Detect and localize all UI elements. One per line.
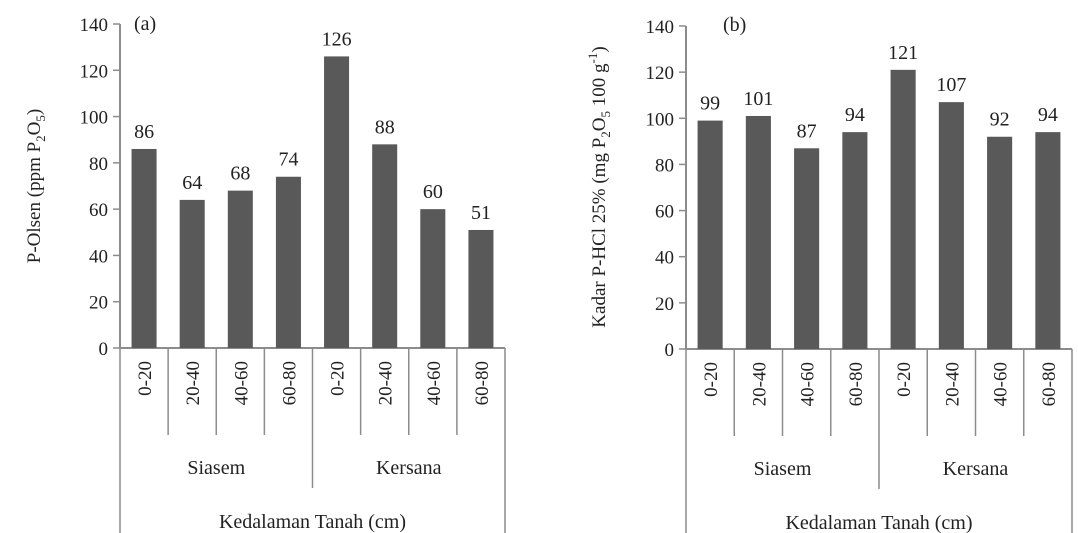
data-label: 92: [990, 109, 1010, 131]
panel-a: 0 20 40 60 80 100 120 140 86 0-20 64 20-40 68 40-60 74…: [24, 13, 506, 533]
panel-label: (a): [134, 13, 156, 35]
data-label: 51: [471, 202, 491, 224]
data-label: 94: [845, 104, 865, 126]
data-label: 101: [743, 88, 773, 110]
y-tick-label: 120: [646, 63, 675, 84]
panel-label: (b): [723, 14, 746, 36]
data-label: 60: [423, 181, 443, 203]
data-label: 86: [134, 121, 154, 143]
category-label: 60-80: [472, 361, 493, 405]
category-label: 60-80: [846, 362, 867, 406]
category-label: 20-40: [183, 361, 204, 405]
y-tick-label: 80: [655, 155, 674, 176]
bar: [275, 176, 301, 348]
bar: [468, 229, 494, 348]
data-label: 94: [1038, 104, 1058, 126]
category-label: 40-60: [424, 361, 445, 405]
group-label: Siasem: [754, 458, 812, 480]
x-axis-title: Kedalaman Tanah (cm): [219, 511, 406, 533]
group-label: Kersana: [943, 458, 1009, 480]
bar: [697, 120, 723, 349]
bar: [131, 148, 157, 348]
bar: [842, 132, 868, 349]
category-label: 0-20: [328, 361, 349, 396]
x-axis-title: Kedalaman Tanah (cm): [785, 512, 972, 533]
bar: [987, 136, 1013, 349]
data-label: 74: [278, 149, 298, 171]
group-label: Kersana: [376, 457, 442, 479]
bar: [179, 199, 205, 348]
y-tick-label: 0: [99, 339, 109, 360]
bar: [745, 115, 771, 349]
y-tick-label: 60: [89, 200, 108, 221]
y-axis-title: Kadar P-HCl 25% (mg P2O5 100 g-1): [585, 46, 613, 327]
data-label: 87: [797, 120, 817, 142]
panel-b: 0 20 40 60 80 100 120 140 99 0-20 101 20-40 87 40-60 9…: [585, 14, 1073, 533]
data-label: 107: [936, 74, 966, 96]
category-label: 0-20: [135, 361, 156, 396]
category-label: 40-60: [991, 362, 1012, 406]
bar: [324, 56, 350, 349]
bar: [420, 209, 446, 348]
data-label: 121: [888, 42, 918, 64]
category-label: 40-60: [231, 361, 252, 405]
y-tick-label: 100: [646, 109, 675, 130]
y-tick-label: 20: [655, 294, 674, 315]
category-label: 20-40: [376, 361, 397, 405]
category-label: 0-20: [894, 362, 915, 397]
category-label: 20-40: [942, 362, 963, 406]
y-tick-label: 100: [80, 108, 109, 129]
data-label: 88: [375, 116, 395, 138]
data-label: 99: [700, 93, 720, 115]
y-tick-label: 20: [89, 293, 108, 314]
data-label: 68: [230, 163, 250, 185]
bar: [890, 69, 916, 349]
y-tick-label: 140: [80, 15, 109, 36]
category-label: 60-80: [279, 361, 300, 405]
bar: [227, 190, 253, 348]
y-tick-label: 40: [89, 246, 108, 267]
y-tick-label: 0: [665, 340, 675, 361]
category-label: 0-20: [701, 362, 722, 397]
y-axis-title: P-Olsen (ppm P2O5): [24, 109, 48, 263]
y-tick-label: 120: [80, 61, 109, 82]
bar: [1035, 132, 1061, 349]
data-label: 64: [182, 172, 202, 194]
group-label: Siasem: [187, 457, 245, 479]
category-label: 60-80: [1039, 362, 1060, 406]
y-tick-label: 40: [655, 248, 674, 269]
category-label: 40-60: [798, 362, 819, 406]
y-tick-label: 140: [646, 17, 675, 38]
bar: [372, 144, 398, 348]
y-tick-label: 80: [89, 154, 108, 175]
y-tick-label: 60: [655, 202, 674, 223]
bar: [794, 148, 820, 349]
bar: [938, 102, 964, 349]
data-label: 126: [322, 28, 352, 50]
category-label: 20-40: [749, 362, 770, 406]
